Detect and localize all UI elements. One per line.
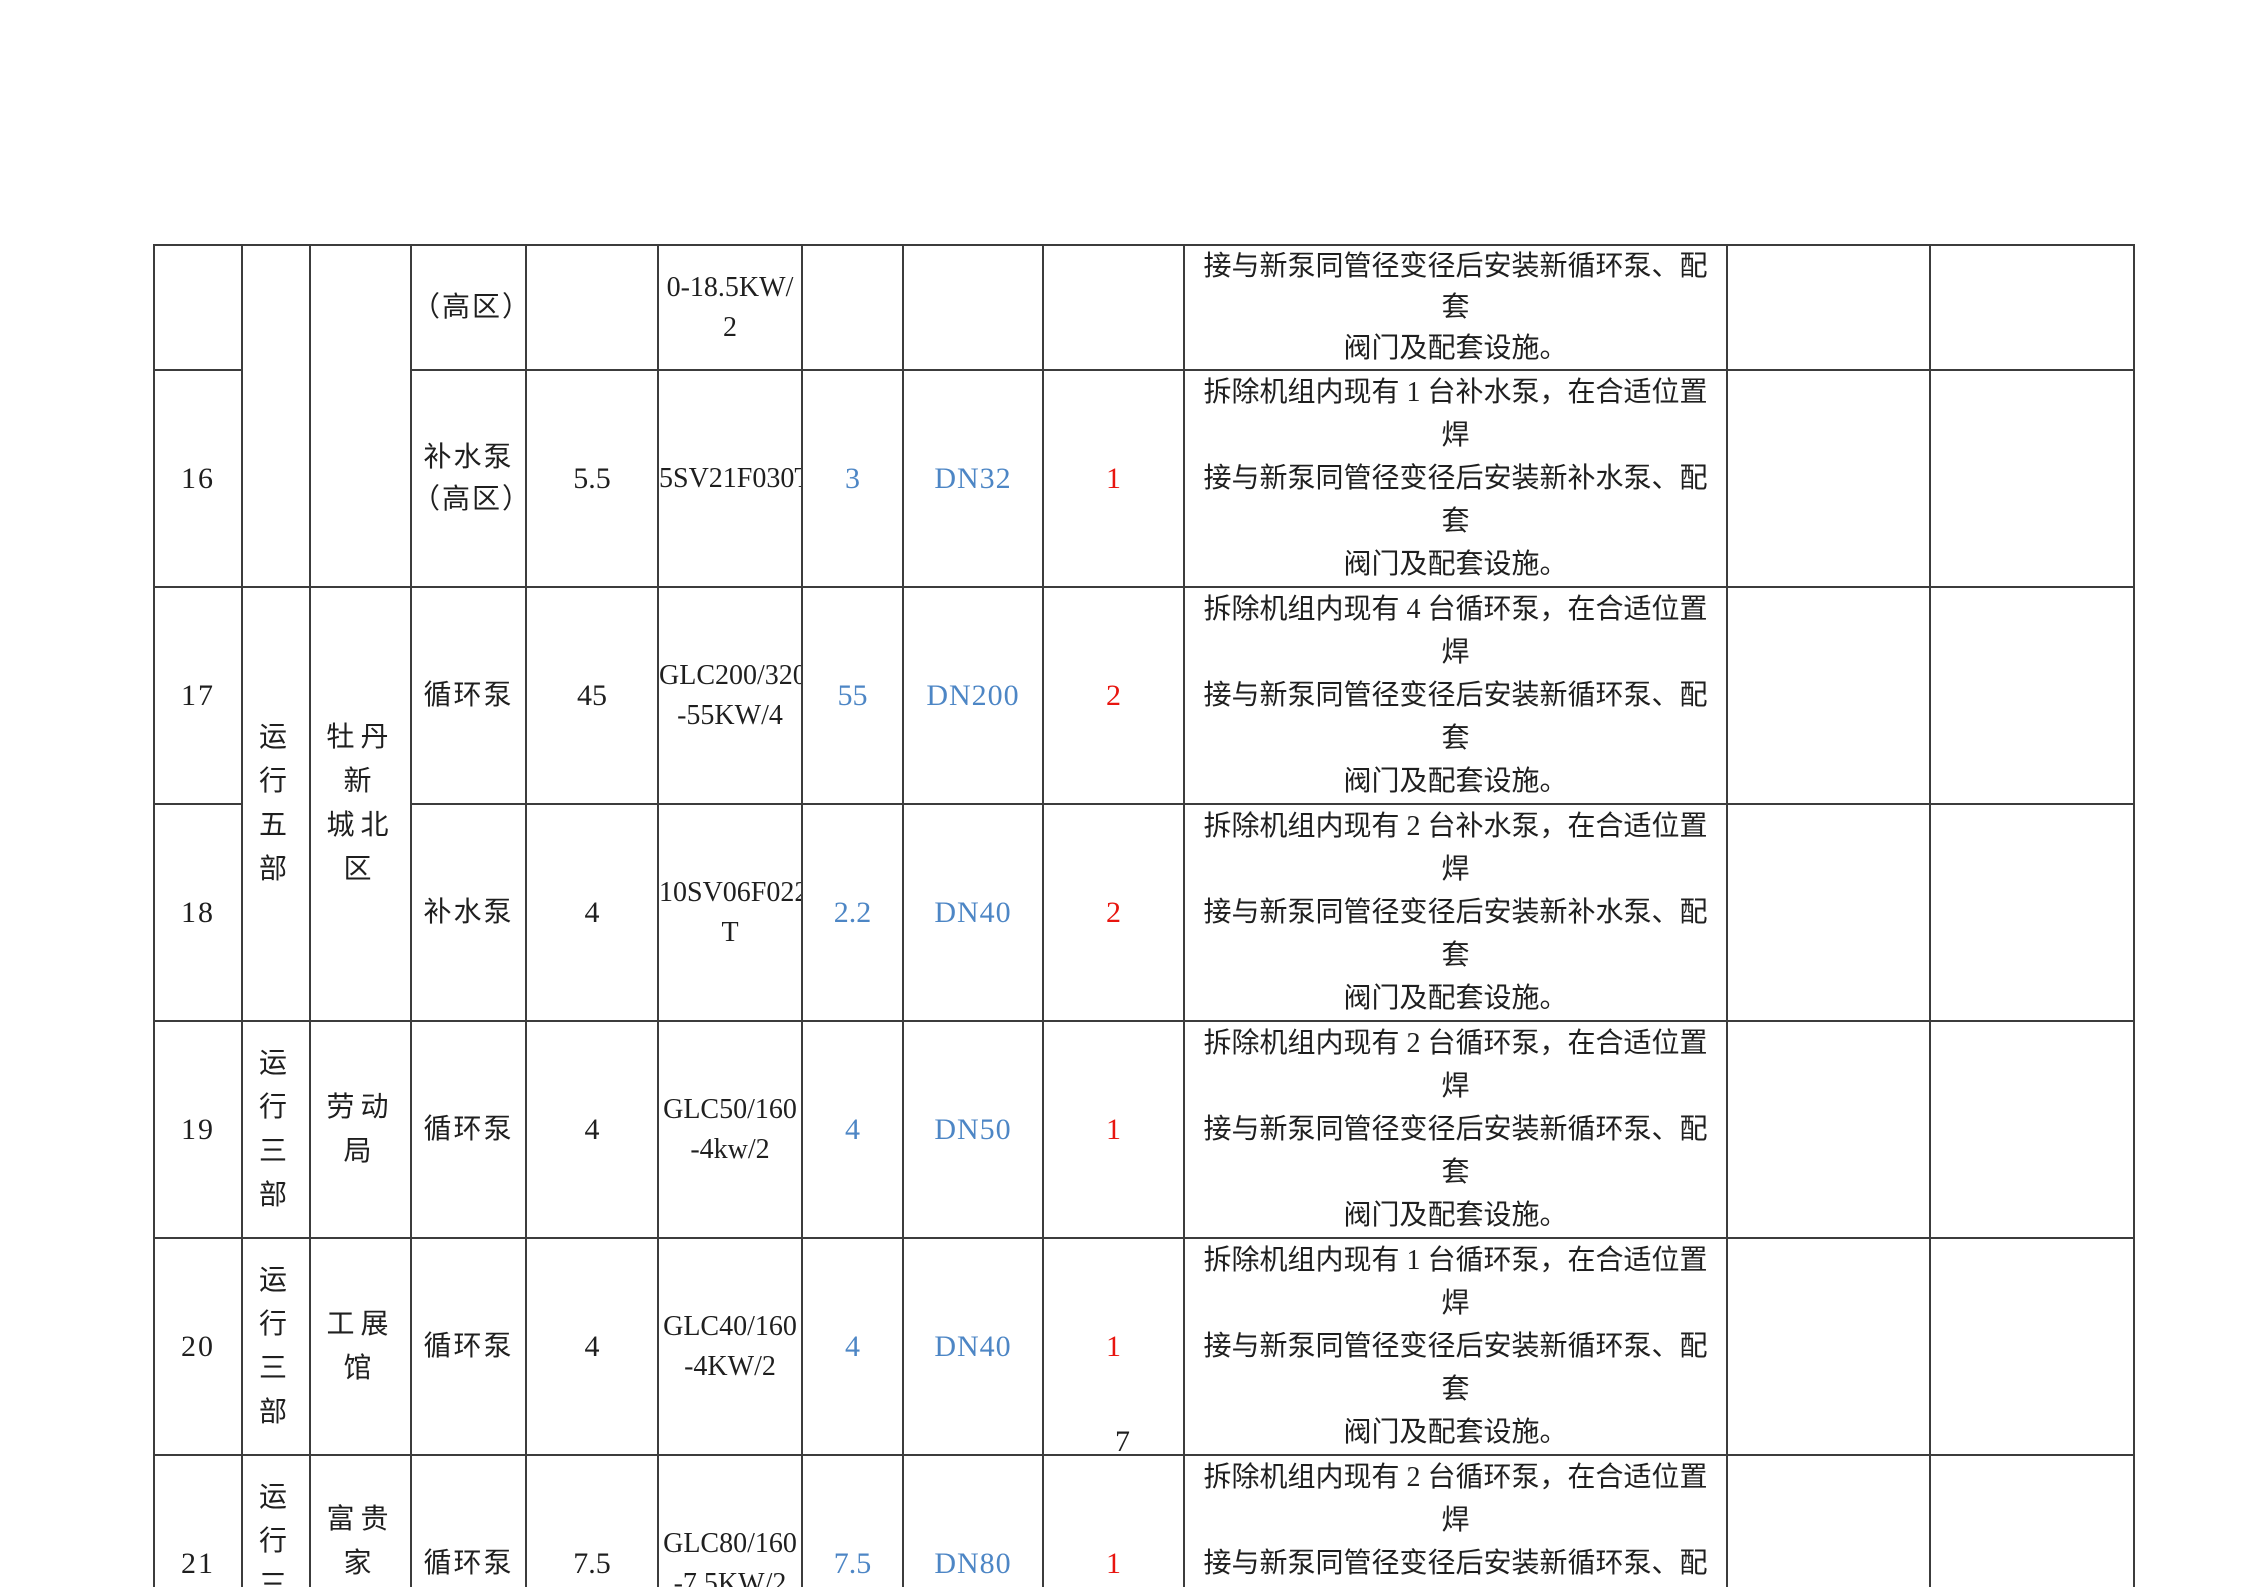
flow-cell: 55 [801, 586, 904, 805]
power-cell [525, 244, 659, 371]
power-cell: 4 [525, 803, 659, 1022]
qty-cell: 1 [1042, 1237, 1185, 1456]
table-row: 18 补水泵 4 10SV06F022 T 2.2 DN40 2 拆除机组内现有… [153, 803, 2135, 1022]
pump-type-cell: 补水泵 （高区） [410, 369, 527, 588]
blank-cell-2 [1929, 1020, 2135, 1239]
blank-cell-1 [1726, 369, 1931, 588]
desc-cell: 拆除机组内现有 1 台循环泵，在合适位置焊 接与新泵同管径变径后安装新循环泵、配… [1183, 1237, 1728, 1456]
desc-cell: 拆除机组内现有 1 台补水泵，在合适位置焊 接与新泵同管径变径后安装新补水泵、配… [1183, 369, 1728, 588]
dept-cell: 运行 三部 [241, 1237, 311, 1456]
blank-cell-2 [1929, 244, 2135, 371]
blank-cell-2 [1929, 369, 2135, 588]
location-cell-merged [309, 244, 412, 588]
blank-cell-2 [1929, 1454, 2135, 1587]
blank-cell-1 [1726, 1454, 1931, 1587]
model-cell: 10SV06F022 T [657, 803, 803, 1022]
blank-cell-1 [1726, 586, 1931, 805]
model-cell: GLC50/160 -4kw/2 [657, 1020, 803, 1239]
table-row: 16 补水泵 （高区） 5.5 5SV21F030T 3 DN32 1 拆除机组… [153, 369, 2135, 588]
flow-cell: 2.2 [801, 803, 904, 1022]
dn-cell: DN40 [902, 1237, 1044, 1456]
model-cell: GLC200/320 -55KW/4 [657, 586, 803, 805]
qty-cell: 1 [1042, 1020, 1185, 1239]
flow-cell: 7.5 [801, 1454, 904, 1587]
flow-cell [801, 244, 904, 371]
seq-cell: 18 [153, 803, 243, 1022]
flow-cell: 4 [801, 1237, 904, 1456]
location-cell: 劳动局 [309, 1020, 412, 1239]
pump-type-cell: 循环泵 [410, 586, 527, 805]
seq-cell: 21 [153, 1454, 243, 1587]
equipment-renovation-table: （高区） 0-18.5KW/ 2 接与新泵同管径变径后安装新循环泵、配套 阀门及… [153, 244, 2135, 1587]
seq-cell [153, 244, 243, 371]
seq-cell: 20 [153, 1237, 243, 1456]
qty-cell: 1 [1042, 369, 1185, 588]
table-row: 19 运行 三部 劳动局 循环泵 4 GLC50/160 -4kw/2 4 DN… [153, 1020, 2135, 1239]
pump-type-cell: 循环泵 [410, 1237, 527, 1456]
pump-type-cell: 补水泵 [410, 803, 527, 1022]
table-row: 20 运行 三部 工展馆 循环泵 4 GLC40/160 -4KW/2 4 DN… [153, 1237, 2135, 1456]
table-row: （高区） 0-18.5KW/ 2 接与新泵同管径变径后安装新循环泵、配套 阀门及… [153, 244, 2135, 588]
seq-cell: 19 [153, 1020, 243, 1239]
dn-cell: DN40 [902, 803, 1044, 1022]
blank-cell-2 [1929, 1237, 2135, 1456]
desc-cell: 拆除机组内现有 2 台循环泵，在合适位置焊 接与新泵同管径变径后安装新循环泵、配… [1183, 1020, 1728, 1239]
desc-cell: 拆除机组内现有 4 台循环泵，在合适位置焊 接与新泵同管径变径后安装新循环泵、配… [1183, 586, 1728, 805]
dn-cell: DN80 [902, 1454, 1044, 1587]
blank-cell-2 [1929, 586, 2135, 805]
dn-cell: DN32 [902, 369, 1044, 588]
blank-cell-1 [1726, 1237, 1931, 1456]
qty-cell: 2 [1042, 803, 1185, 1022]
pump-type-cell: 循环泵 [410, 1454, 527, 1587]
desc-cell: 拆除机组内现有 2 台补水泵，在合适位置焊 接与新泵同管径变径后安装新补水泵、配… [1183, 803, 1728, 1022]
dept-cell: 运行 三部 [241, 1020, 311, 1239]
model-cell: 0-18.5KW/ 2 [657, 244, 803, 371]
blank-cell-1 [1726, 244, 1931, 371]
flow-cell: 4 [801, 1020, 904, 1239]
table-row: 17 运行 五部 牡丹新 城北区 循环泵 45 GLC200/320 -55KW… [153, 586, 2135, 1022]
power-cell: 5.5 [525, 369, 659, 588]
seq-cell: 17 [153, 586, 243, 805]
pump-type-cell: 循环泵 [410, 1020, 527, 1239]
blank-cell-1 [1726, 1020, 1931, 1239]
model-cell: GLC80/160 -7.5KW/2 [657, 1454, 803, 1587]
dn-cell: DN200 [902, 586, 1044, 805]
table-row: 21 运行 三部 富贵家 园 循环泵 7.5 GLC80/160 -7.5KW/… [153, 1454, 2135, 1587]
power-cell: 7.5 [525, 1454, 659, 1587]
qty-cell [1042, 244, 1185, 371]
qty-cell: 1 [1042, 1454, 1185, 1587]
model-cell: 5SV21F030T [657, 369, 803, 588]
dn-cell: DN50 [902, 1020, 1044, 1239]
model-cell: GLC40/160 -4KW/2 [657, 1237, 803, 1456]
flow-cell: 3 [801, 369, 904, 588]
location-cell-merged: 牡丹新 城北区 [309, 586, 412, 1022]
location-cell: 工展馆 [309, 1237, 412, 1456]
page-number: 7 [1115, 1425, 1130, 1458]
dept-cell-merged [241, 244, 311, 588]
dn-cell [902, 244, 1044, 371]
dept-cell: 运行 三部 [241, 1454, 311, 1587]
pump-type-cell: （高区） [410, 244, 527, 371]
desc-cell: 拆除机组内现有 2 台循环泵，在合适位置焊 接与新泵同管径变径后安装新循环泵、配… [1183, 1454, 1728, 1587]
power-cell: 45 [525, 586, 659, 805]
desc-cell: 接与新泵同管径变径后安装新循环泵、配套 阀门及配套设施。 [1183, 244, 1728, 371]
blank-cell-2 [1929, 803, 2135, 1022]
seq-cell: 16 [153, 369, 243, 588]
dept-cell-merged: 运行 五部 [241, 586, 311, 1022]
power-cell: 4 [525, 1237, 659, 1456]
location-cell: 富贵家 园 [309, 1454, 412, 1587]
qty-cell: 2 [1042, 586, 1185, 805]
power-cell: 4 [525, 1020, 659, 1239]
blank-cell-1 [1726, 803, 1931, 1022]
